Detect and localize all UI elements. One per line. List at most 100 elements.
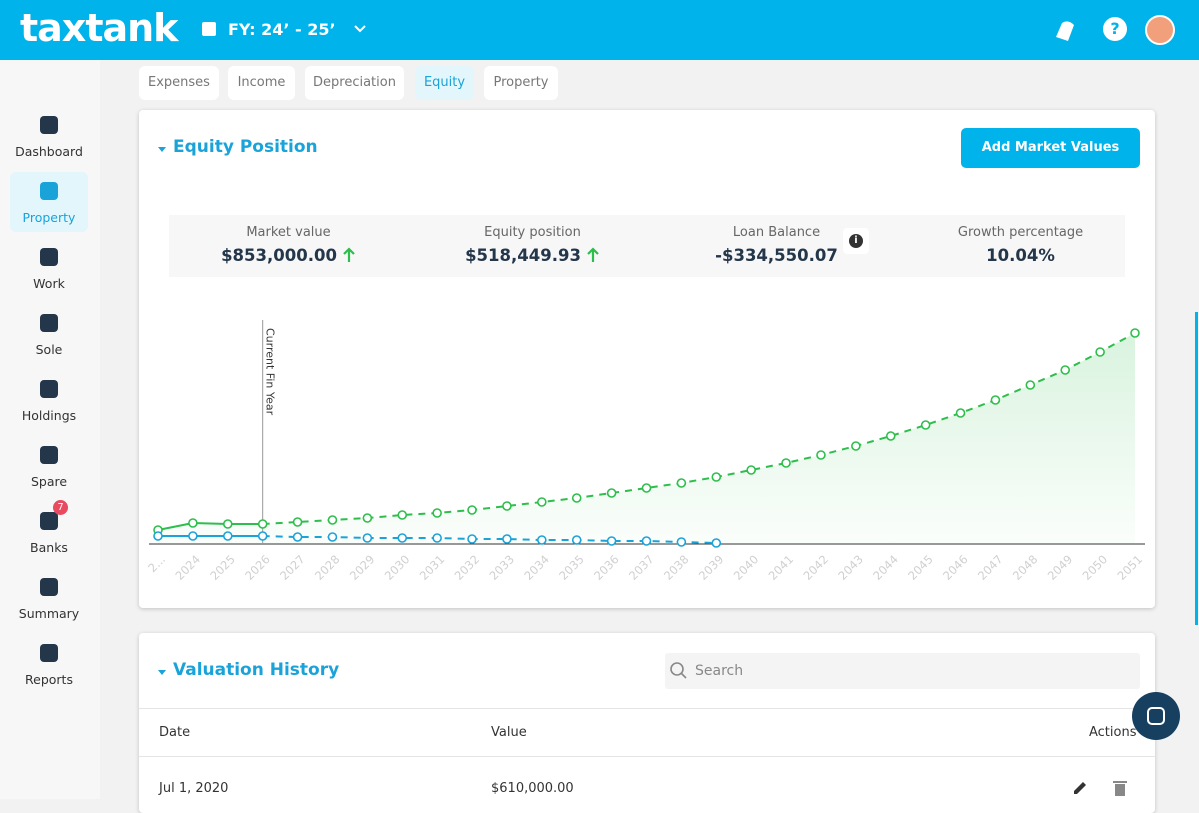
search-input[interactable]: Search bbox=[665, 653, 1140, 689]
tab[interactable]: Income bbox=[228, 66, 295, 100]
nav-item[interactable]: Holdings bbox=[10, 370, 88, 430]
cell: Jul 1, 2020 bbox=[159, 781, 229, 796]
nav-icon bbox=[40, 248, 58, 266]
nav-item[interactable]: Reports bbox=[10, 634, 88, 694]
point bbox=[222, 519, 233, 529]
tab[interactable]: Equity bbox=[415, 66, 474, 100]
section-title: Equity Position bbox=[173, 137, 318, 157]
chat-button[interactable] bbox=[1132, 692, 1180, 740]
x-tick-label: 2044 bbox=[870, 552, 901, 583]
stat-value: -$334,550.07 bbox=[715, 246, 838, 265]
point bbox=[257, 519, 268, 529]
point bbox=[222, 531, 233, 541]
x-tick-label: 2036 bbox=[591, 552, 622, 583]
x-tick-label: 2029 bbox=[347, 552, 378, 583]
nav-item[interactable]: Dashboard bbox=[10, 106, 88, 166]
search-icon bbox=[670, 662, 687, 679]
point bbox=[432, 508, 442, 518]
delete-icon-lid bbox=[1113, 781, 1127, 783]
nav-item[interactable]: Property bbox=[10, 172, 88, 232]
nav-icon bbox=[40, 182, 58, 200]
point bbox=[571, 535, 582, 545]
nav-item[interactable]: Sole bbox=[10, 304, 88, 364]
point bbox=[885, 431, 896, 441]
nav-label: Banks bbox=[30, 540, 68, 555]
section-title: Valuation History bbox=[173, 660, 340, 680]
point bbox=[781, 458, 791, 468]
stat: Market value $853,000.00 bbox=[169, 225, 408, 265]
edit-icon[interactable] bbox=[1074, 782, 1086, 794]
nav-icon bbox=[40, 578, 58, 596]
nav-item[interactable]: Spare bbox=[10, 436, 88, 496]
up-arrow bbox=[587, 247, 599, 262]
x-tick-label: 2025 bbox=[207, 552, 238, 583]
avatar[interactable] bbox=[1145, 15, 1175, 45]
divider bbox=[139, 756, 1155, 757]
collapse-icon[interactable] bbox=[157, 145, 167, 153]
point bbox=[153, 531, 163, 541]
point bbox=[955, 408, 966, 418]
x-tick-label: 2027 bbox=[277, 552, 308, 583]
stat: Growth percentage 10.04% bbox=[901, 225, 1140, 265]
sidebar: Dashboard Property Work Sole Holdings Spare Ba… bbox=[0, 60, 100, 799]
collapse-icon[interactable] bbox=[157, 668, 167, 676]
x-tick-label: 2047 bbox=[975, 552, 1006, 583]
point bbox=[990, 395, 1001, 405]
x-tick-label: 2048 bbox=[1010, 552, 1041, 583]
point bbox=[606, 488, 617, 498]
add-market-values-button[interactable]: Add Market Values bbox=[961, 128, 1140, 168]
nav-icon bbox=[40, 446, 58, 464]
tab[interactable]: Expenses bbox=[139, 66, 219, 100]
point bbox=[327, 515, 338, 525]
nav-label: Property bbox=[22, 210, 76, 225]
series-line bbox=[262, 332, 1136, 525]
point bbox=[606, 536, 617, 546]
x-tick-label: 2051 bbox=[1115, 552, 1146, 583]
help-icon[interactable]: ? bbox=[1103, 17, 1127, 41]
nav-item[interactable]: Banks 7 bbox=[10, 500, 88, 562]
nav-label: Summary bbox=[18, 606, 80, 621]
info-button[interactable]: i bbox=[843, 228, 869, 254]
nav-label: Work bbox=[33, 276, 65, 291]
x-tick-label: 2033 bbox=[486, 552, 517, 583]
stat-label: Growth percentage bbox=[957, 225, 1084, 240]
x-tick-label: 2046 bbox=[940, 552, 971, 583]
equity-chart: Current Fin Year 2... 2024 2025 2026 2027 2028… bbox=[145, 320, 1146, 583]
notifications-icon[interactable] bbox=[1050, 15, 1080, 45]
x-tick-label: 2... bbox=[145, 552, 168, 575]
up-arrow bbox=[343, 247, 355, 262]
stat: Equity position $518,449.93 bbox=[413, 225, 652, 265]
delete-icon[interactable] bbox=[1115, 784, 1125, 796]
point bbox=[188, 531, 198, 541]
point bbox=[292, 517, 303, 527]
x-tick-label: 2041 bbox=[766, 552, 797, 583]
point bbox=[920, 420, 931, 430]
point bbox=[1060, 365, 1071, 375]
x-tick-label: 2049 bbox=[1045, 552, 1076, 583]
scrollbar[interactable] bbox=[1195, 312, 1198, 625]
stat: Loan Balance -$334,550.07 bbox=[657, 225, 896, 265]
x-tick-label: 2026 bbox=[242, 552, 273, 583]
nav-item[interactable]: Work bbox=[10, 238, 88, 298]
x-tick-label: 2042 bbox=[800, 552, 831, 583]
point bbox=[188, 518, 198, 528]
stat-label: Equity position bbox=[484, 225, 581, 240]
x-tick-label: 2024 bbox=[172, 552, 203, 583]
logo[interactable]: taxtank bbox=[20, 6, 178, 50]
nav-label: Reports bbox=[25, 672, 73, 687]
tab[interactable]: Depreciation bbox=[305, 66, 404, 100]
fiscal-year[interactable]: FY: 24’ - 25’ bbox=[228, 20, 336, 39]
nav-item[interactable]: Summary bbox=[10, 568, 88, 628]
x-tick-label: 2035 bbox=[556, 552, 587, 583]
point bbox=[641, 483, 652, 493]
point bbox=[676, 537, 687, 547]
tab[interactable]: Property bbox=[484, 66, 558, 100]
x-tick-label: 2030 bbox=[382, 552, 413, 583]
point bbox=[397, 510, 408, 520]
top-bar: taxtank FY: 24’ - 25’ ? bbox=[0, 0, 1199, 60]
x-tick-label: 2050 bbox=[1080, 552, 1111, 583]
calendar-icon bbox=[202, 22, 216, 36]
dropdown-icon[interactable] bbox=[353, 23, 367, 35]
nav-icon bbox=[40, 314, 58, 332]
